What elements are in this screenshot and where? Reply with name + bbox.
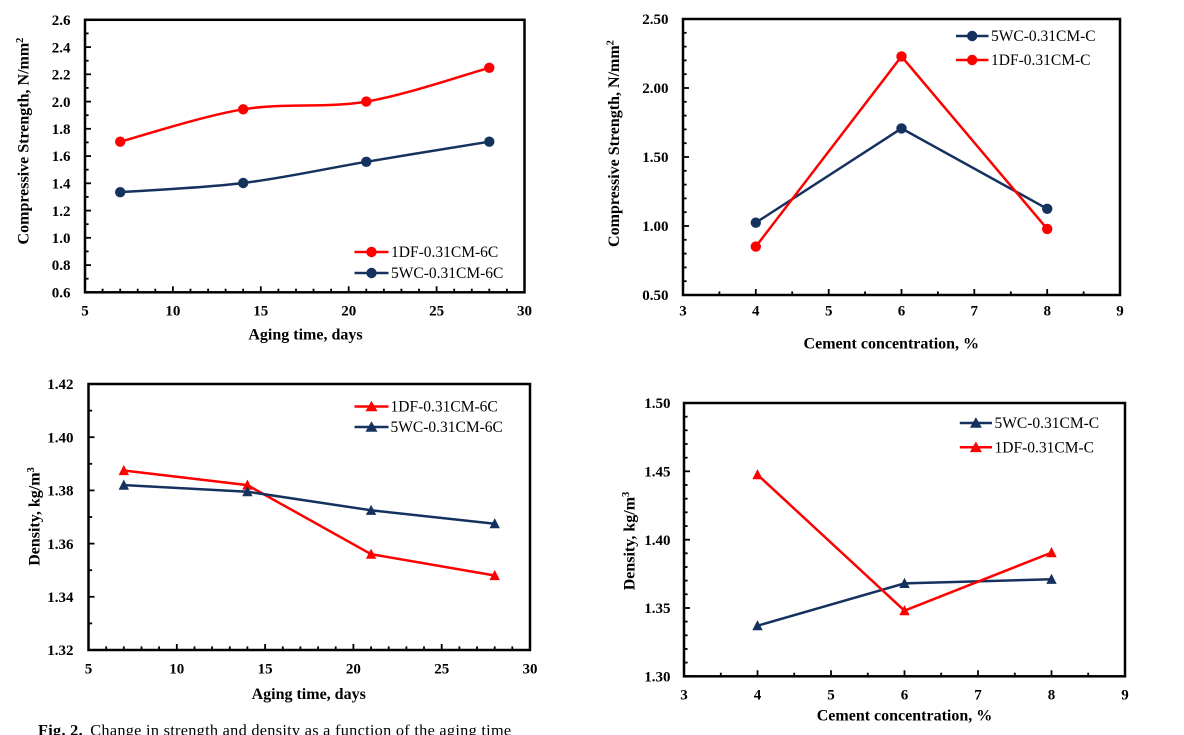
svg-text:Density, kg/m3: Density, kg/m3 [621,492,639,591]
svg-text:20: 20 [341,304,356,320]
svg-text:6: 6 [901,688,909,704]
svg-text:1.8: 1.8 [52,122,71,138]
svg-text:7: 7 [971,304,979,320]
svg-text:Density, kg/m3: Density, kg/m3 [26,467,44,566]
svg-text:1DF-0.31CM-6C: 1DF-0.31CM-6C [391,399,498,416]
svg-text:1.00: 1.00 [642,219,668,235]
svg-text:Compressive Strength, N/mm2: Compressive Strength, N/mm2 [15,38,33,245]
svg-text:4: 4 [754,688,762,704]
svg-text:0.50: 0.50 [642,288,668,304]
svg-text:2.00: 2.00 [642,81,668,97]
svg-text:1.40: 1.40 [47,430,73,446]
svg-text:0.6: 0.6 [52,286,71,302]
svg-text:4: 4 [752,304,760,320]
svg-text:3: 3 [679,304,687,320]
svg-text:10: 10 [169,662,184,678]
svg-text:2.50: 2.50 [642,12,668,28]
svg-text:1.30: 1.30 [644,670,670,686]
svg-text:Aging time, days: Aging time, days [252,686,366,703]
svg-text:1.35: 1.35 [644,601,670,617]
svg-text:1.45: 1.45 [644,465,670,481]
svg-text:1.0: 1.0 [52,231,71,247]
svg-text:5WC-0.31CM-6C: 5WC-0.31CM-6C [391,419,503,436]
svg-text:9: 9 [1121,688,1129,704]
svg-text:1.42: 1.42 [47,377,73,393]
svg-text:5: 5 [85,662,93,678]
svg-text:20: 20 [346,662,361,678]
svg-text:25: 25 [434,662,449,678]
svg-text:1DF-0.31CM-C: 1DF-0.31CM-C [995,439,1094,456]
svg-text:2.0: 2.0 [52,95,71,111]
svg-text:1.6: 1.6 [52,149,71,165]
svg-text:1.50: 1.50 [644,396,670,412]
svg-text:10: 10 [165,304,180,320]
svg-text:2.2: 2.2 [52,68,71,84]
svg-text:7: 7 [974,688,982,704]
svg-text:2.4: 2.4 [52,40,71,56]
svg-text:1.38: 1.38 [47,484,73,500]
svg-text:9: 9 [1116,304,1124,320]
svg-text:5WC-0.31CM-C: 5WC-0.31CM-C [995,415,1100,432]
svg-text:Cement concentration, %: Cement concentration, % [817,707,993,724]
svg-text:1.40: 1.40 [644,533,670,549]
svg-text:30: 30 [523,662,538,678]
svg-text:2.6: 2.6 [52,13,71,29]
svg-text:3: 3 [680,688,688,704]
svg-text:5WC-0.31CM-C: 5WC-0.31CM-C [991,28,1096,45]
svg-text:8: 8 [1043,304,1051,320]
svg-text:5WC-0.31CM-6C: 5WC-0.31CM-6C [391,265,503,282]
svg-text:1DF-0.31CM-6C: 1DF-0.31CM-6C [391,244,498,261]
svg-text:1.34: 1.34 [47,590,74,606]
svg-text:Compressive Strength, N/mm2: Compressive Strength, N/mm2 [605,40,623,247]
svg-text:6: 6 [898,304,906,320]
svg-text:1.32: 1.32 [47,643,73,659]
svg-text:1.50: 1.50 [642,150,668,166]
svg-text:15: 15 [258,662,273,678]
svg-text:1DF-0.31CM-C: 1DF-0.31CM-C [991,52,1090,69]
svg-text:25: 25 [429,304,444,320]
svg-text:Aging time, days: Aging time, days [248,327,362,344]
svg-text:15: 15 [253,304,268,320]
svg-text:5: 5 [825,304,833,320]
svg-text:30: 30 [517,304,532,320]
svg-text:5: 5 [827,688,835,704]
svg-text:1.36: 1.36 [47,537,74,553]
svg-text:Fig. 2. Change in strength and: Fig. 2. Change in strength and density a… [38,721,511,735]
svg-text:Cement concentration, %: Cement concentration, % [804,336,980,353]
svg-text:1.4: 1.4 [52,177,71,193]
svg-text:0.8: 0.8 [52,258,71,274]
svg-text:5: 5 [81,304,89,320]
svg-text:1.2: 1.2 [52,204,71,220]
svg-text:8: 8 [1048,688,1056,704]
